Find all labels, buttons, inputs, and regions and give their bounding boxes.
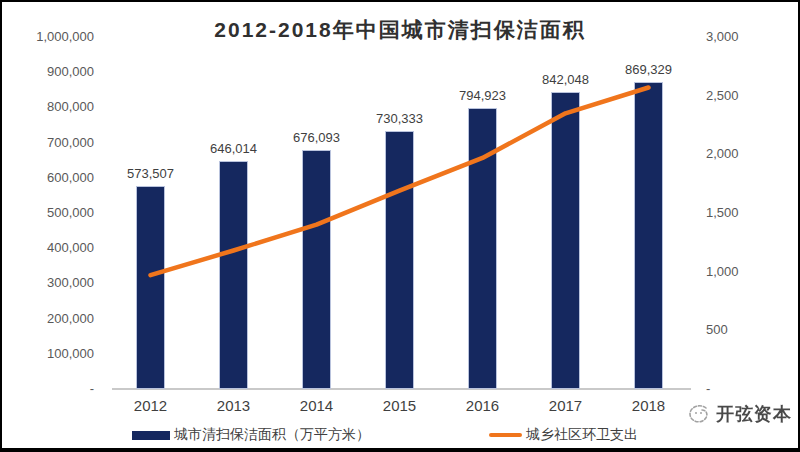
y-axis-left-tick-label: 500,000	[28, 206, 94, 220]
bar-2018	[635, 83, 662, 388]
bar-value-label: 676,093	[272, 130, 362, 145]
x-axis-tick-label: 2014	[277, 397, 357, 414]
bar-2016	[469, 109, 496, 388]
y-axis-right-tick-label: 2,500	[706, 89, 766, 103]
x-axis-tick-label: 2012	[111, 397, 191, 414]
y-axis-right-tick-label: 3,000	[706, 30, 766, 44]
legend-label-line-series: 城乡社区环卫支出	[526, 426, 638, 444]
bar-2014	[303, 151, 330, 388]
x-axis-tick-label: 2013	[194, 397, 274, 414]
bar-value-label: 646,014	[189, 141, 279, 156]
y-axis-right-tick-label: 2,000	[706, 147, 766, 161]
y-axis-left-tick-label: 300,000	[28, 276, 94, 290]
y-axis-left-tick-label: -	[28, 382, 94, 396]
bar-2017	[552, 93, 579, 388]
x-axis-tick-label: 2016	[443, 397, 523, 414]
y-axis-right-tick-label: -	[706, 382, 766, 396]
y-axis-left-tick-label: 800,000	[28, 100, 94, 114]
y-axis-left-tick-label: 900,000	[28, 65, 94, 79]
bar-2015	[386, 132, 413, 388]
chart-title: 2012-2018年中国城市清扫保洁面积	[2, 16, 798, 44]
bar-value-label: 869,329	[604, 62, 694, 77]
y-axis-right-tick-label: 500	[706, 323, 766, 337]
legend-item-line-series: 城乡社区环卫支出	[489, 427, 638, 443]
chart-frame: 2012-2018年中国城市清扫保洁面积 1,000,000 900,000 800…	[0, 0, 800, 452]
legend-item-bar-series: 城市清扫保洁面积（万平方米）	[132, 427, 370, 443]
y-axis-left-tick-label: 700,000	[28, 136, 94, 150]
bar-value-label: 573,507	[106, 166, 196, 181]
y-axis-left-tick-label: 100,000	[28, 347, 94, 361]
bar-2012	[137, 187, 164, 388]
y-axis-right-tick-label: 1,500	[706, 206, 766, 220]
y-axis-left-tick-label: 1,000,000	[28, 30, 94, 44]
bar-value-label: 730,333	[355, 111, 445, 126]
y-axis-left-tick-label: 600,000	[28, 171, 94, 185]
x-axis-tick-label: 2017	[526, 397, 606, 414]
y-axis-left-tick-label: 400,000	[28, 241, 94, 255]
watermark-text: 开弦资本	[716, 402, 792, 426]
bar-value-label: 842,048	[521, 72, 611, 87]
x-axis-line	[112, 388, 691, 390]
watermark: 开弦资本	[686, 402, 792, 426]
bar-value-label: 794,923	[438, 88, 528, 103]
y-axis-right-tick-label: 1,000	[706, 265, 766, 279]
x-axis-tick-label: 2018	[609, 397, 689, 414]
legend-label-bar-series: 城市清扫保洁面积（万平方米）	[174, 426, 370, 444]
y-axis-left-tick-label: 200,000	[28, 312, 94, 326]
x-axis-tick-label: 2015	[360, 397, 440, 414]
bar-series-swatch-icon	[132, 431, 170, 440]
bar-2013	[220, 162, 247, 388]
line-series-swatch-icon	[489, 433, 522, 437]
scribble-circle-icon	[686, 402, 712, 426]
